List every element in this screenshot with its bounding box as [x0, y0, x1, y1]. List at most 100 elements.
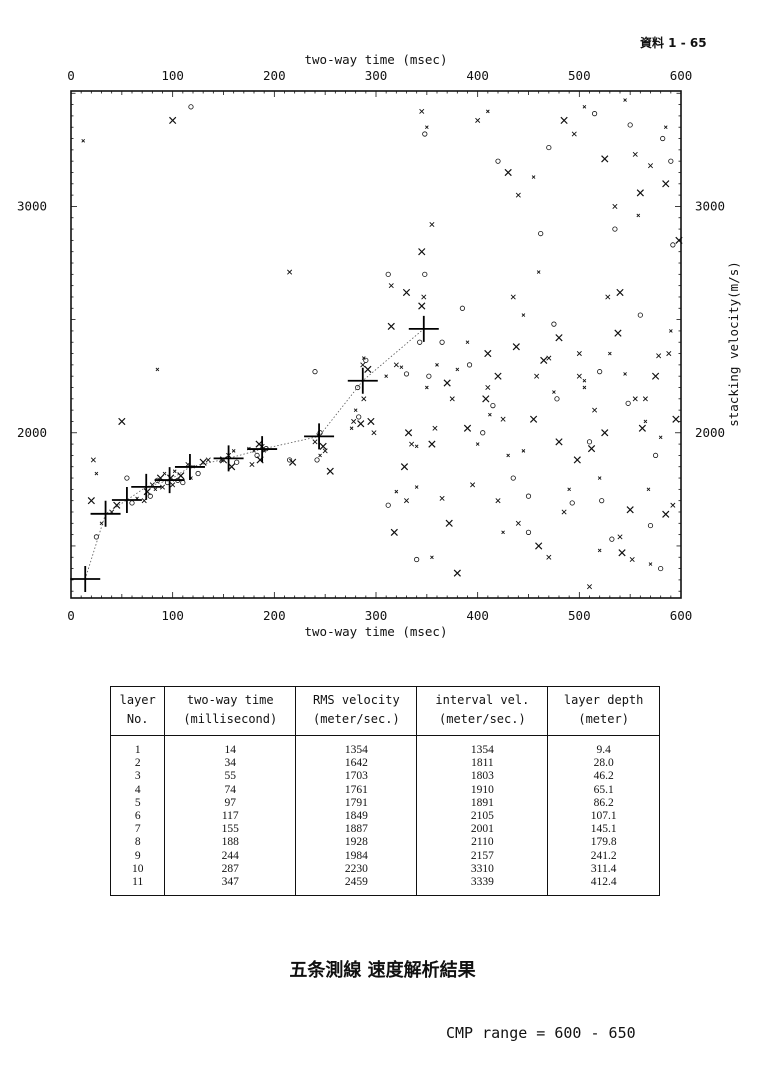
semblance-cross	[608, 351, 612, 356]
semblance-cross	[506, 453, 510, 458]
cell-interval-velocity: 1910	[416, 783, 548, 797]
velocity-analysis-chart: 0 0 100 100 200 200 300 300 400 400 500 500 600 600 30…	[17, 52, 741, 639]
semblance-circle	[414, 556, 420, 563]
semblance-circle	[356, 414, 362, 420]
semblance-circle	[180, 479, 186, 486]
cell-interval-velocity: 3339	[416, 875, 548, 896]
cell-rms-velocity: 1928	[295, 836, 417, 850]
semblance-cross	[465, 340, 470, 345]
axis-ticks	[70, 91, 682, 598]
cell-layer-no: 9	[134, 849, 141, 862]
semblance-cross	[367, 417, 375, 426]
semblance-cross	[394, 489, 399, 494]
semblance-cross	[421, 294, 427, 300]
semblance-circle	[597, 369, 603, 375]
semblance-cross	[425, 125, 429, 130]
semblance-cross	[418, 248, 426, 256]
plot-frame	[70, 90, 682, 599]
semblance-cross	[357, 420, 365, 428]
semblance-cross	[529, 415, 538, 423]
semblance-circle	[652, 452, 659, 459]
cell-interval-velocity: 2157	[416, 849, 548, 863]
semblance-cross	[642, 396, 648, 402]
semblance-cross	[169, 116, 177, 125]
semblance-cross	[432, 425, 438, 431]
semblance-cross	[361, 396, 367, 402]
semblance-circle	[490, 403, 496, 409]
semblance-cross	[322, 448, 328, 454]
cell-layer-no: 8	[134, 836, 141, 849]
cell-two-way-time: 74	[164, 783, 296, 797]
cell-interval-velocity: 1811	[416, 757, 548, 771]
tick-labels: 0 0 100 100 200 200 300 300 400 400 500 500 600 600 30…	[17, 68, 725, 623]
semblance-circle	[314, 457, 320, 463]
y-axis-title-right: stacking velocity(m/s)	[726, 261, 741, 427]
semblance-cross	[629, 557, 635, 563]
semblance-cross	[360, 362, 366, 368]
velocity-pick	[131, 473, 162, 500]
semblance-cross	[482, 395, 490, 403]
semblance-circle	[647, 522, 654, 529]
semblance-cross	[494, 372, 502, 380]
semblance-cross	[582, 385, 587, 390]
table-row: 7 155 1887 2001 145.1	[111, 823, 660, 837]
semblance-circle	[525, 493, 532, 499]
semblance-cross	[576, 351, 582, 357]
velocity-pick	[213, 445, 244, 472]
semblance-circle	[417, 339, 423, 345]
semblance-cross	[400, 463, 409, 471]
semblance-cross	[567, 487, 571, 492]
table-row: 1 14 1354 1354 9.4	[111, 735, 660, 758]
semblance-cross	[638, 424, 646, 432]
cell-layer-depth: 46.2	[547, 770, 660, 784]
cell-layer-depth: 28.0	[547, 757, 660, 771]
x-tick-label-top: 500	[568, 68, 591, 83]
semblance-circle	[627, 122, 633, 128]
y-tick-label-right: 2000	[695, 425, 725, 440]
semblance-circle	[591, 111, 598, 117]
semblance-cross	[118, 417, 126, 426]
semblance-cross	[586, 584, 593, 590]
x-tick-label-top: 400	[466, 68, 489, 83]
semblance-circle	[385, 502, 391, 508]
table-row: 6 117 1849 2105 107.1	[111, 809, 660, 824]
semblance-cross	[388, 283, 394, 289]
semblance-cross	[319, 442, 327, 450]
semblance-circle	[363, 357, 369, 363]
semblance-circle	[495, 158, 501, 164]
semblance-cross	[312, 439, 318, 445]
semblance-cross	[658, 435, 663, 440]
semblance-circle	[403, 371, 410, 377]
table-row: 5 97 1791 1891 86.2	[111, 796, 660, 810]
semblance-cross	[515, 520, 521, 526]
semblance-cross	[162, 471, 167, 476]
semblance-cross	[172, 469, 177, 474]
semblance-cross	[672, 415, 680, 423]
semblance-cross	[318, 453, 322, 458]
semblance-cross	[521, 449, 526, 453]
velocity-picks	[70, 315, 439, 592]
semblance-cross	[632, 151, 638, 157]
semblance-circle	[355, 384, 361, 391]
semblance-cross	[463, 424, 472, 432]
semblance-cross	[651, 372, 660, 380]
semblance-cross	[399, 365, 404, 369]
semblance-cross	[199, 458, 207, 466]
semblance-cross	[555, 438, 563, 446]
cell-layer-depth: 179.8	[547, 836, 660, 850]
x-tick-label-bottom: 300	[365, 608, 388, 623]
semblance-cross	[552, 390, 556, 394]
semblance-cross	[484, 349, 492, 358]
cell-rms-velocity: 1354	[295, 735, 417, 758]
semblance-cross	[626, 506, 634, 514]
semblance-cross	[364, 365, 372, 374]
semblance-cross	[623, 98, 627, 102]
cell-rms-velocity: 2230	[295, 862, 417, 876]
semblance-cross	[443, 379, 451, 387]
semblance-cross	[170, 482, 176, 488]
table-row: 11 347 2459 3339 412.4	[111, 875, 660, 896]
semblance-cross	[353, 408, 358, 412]
semblance-cross	[488, 412, 492, 417]
semblance-cross	[371, 430, 377, 436]
semblance-circle	[195, 470, 201, 477]
